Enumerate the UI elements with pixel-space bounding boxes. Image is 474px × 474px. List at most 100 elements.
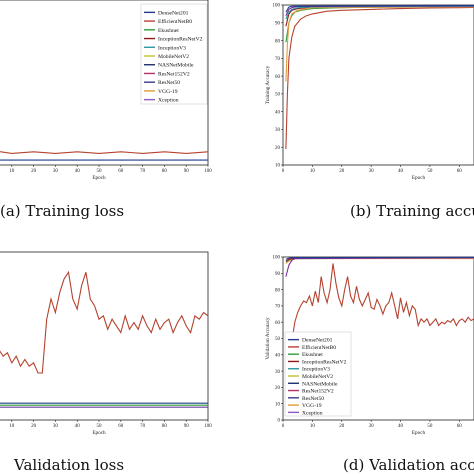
- chart-c: 10 20 30 40 50 60 70 80 90 100 Epoch: [0, 251, 212, 436]
- caption-c: Validation loss: [13, 456, 124, 474]
- series-line-ekushnet: [285, 6, 474, 43]
- x-tick-label: 0: [282, 424, 285, 429]
- x-axis-label: Epoch: [92, 175, 106, 181]
- x-tick-label: 40: [75, 169, 81, 174]
- x-tick-label: 90: [184, 169, 190, 174]
- y-tick-label: 80: [275, 39, 281, 44]
- x-tick-label: 80: [162, 169, 168, 174]
- y-tick-label: 60: [275, 75, 281, 80]
- y-tick-label: 10: [275, 402, 281, 407]
- x-tick-label: 20: [339, 424, 345, 429]
- legend-entry: ResNet50: [302, 396, 324, 402]
- y-tick-label: 40: [275, 110, 281, 115]
- x-tick-label: 50: [97, 169, 103, 174]
- y-tick-label: 50: [275, 337, 281, 342]
- y-tick-label: 50: [275, 93, 281, 98]
- legend-entry: Ekushnet: [158, 28, 179, 34]
- x-tick-label: 100: [204, 169, 212, 174]
- x-tick-label: 70: [140, 424, 146, 429]
- caption-d: (d) Validation acc: [343, 456, 474, 474]
- legend-entry: DenseNet201: [158, 10, 189, 16]
- x-tick-label: 30: [369, 169, 375, 174]
- legend-entry: InceptionV3: [158, 45, 186, 51]
- legend-box: [284, 331, 352, 417]
- x-tick-label: 50: [427, 169, 433, 174]
- legend-entry: VGG-19: [158, 89, 178, 95]
- series-line-inceptionresnetv2: [285, 6, 474, 27]
- legend-entry: InceptionV3: [302, 367, 330, 373]
- x-tick-label: 10: [9, 169, 15, 174]
- y-tick-label: 30: [275, 128, 281, 133]
- legend-entry: Xception: [158, 98, 179, 104]
- chart-d: 0 10 20 30 40 50 60 0 10 20 30 40 50 60 70 80 90 100 Epoch…: [265, 256, 474, 436]
- x-tick-label: 30: [53, 424, 59, 429]
- y-tick-label: 100: [273, 4, 281, 9]
- legend-entry: Ekushnet: [302, 352, 323, 358]
- x-tick-label: 40: [398, 424, 404, 429]
- series-line-densenet201: [285, 4, 474, 13]
- legend-entry: EfficientNetB0: [158, 18, 192, 25]
- y-tick-label: 100: [273, 256, 281, 261]
- x-axis-label: Epoch: [412, 430, 426, 436]
- legend-entry: InceptionResNetV2: [302, 359, 347, 365]
- y-tick-label: 90: [275, 272, 281, 277]
- legend-entry: MobileNetV2: [302, 374, 333, 380]
- legend-entry: ResNet152V2: [302, 389, 334, 395]
- x-tick-label: 0: [282, 169, 285, 174]
- series-line-efficientnetb0: [285, 6, 474, 150]
- x-tick-label: 30: [53, 169, 59, 174]
- x-tick-label: 50: [427, 424, 433, 429]
- x-axis-label: Epoch: [92, 430, 106, 436]
- legend-entry: ResNet50: [158, 80, 180, 86]
- plot-frame: [0, 251, 209, 421]
- x-tick-label: 50: [97, 424, 103, 429]
- x-tick-label: 40: [75, 424, 81, 429]
- y-axis-label: Training Accuracy: [265, 65, 271, 104]
- y-tick-label: 70: [275, 305, 281, 310]
- legend-entry: EfficientNetB0: [302, 344, 336, 351]
- legend-entry: VGG-19: [302, 403, 322, 409]
- x-tick-label: 20: [339, 169, 345, 174]
- legend-entry: InceptionResNetV2: [158, 37, 203, 43]
- x-tick-label: 30: [369, 424, 375, 429]
- y-tick-label: 0: [278, 419, 281, 424]
- x-tick-label: 60: [457, 424, 463, 429]
- series-line-mobilenetv2: [285, 258, 474, 264]
- y-tick-label: 40: [275, 354, 281, 359]
- legend-entry: NASNetMobile: [158, 63, 194, 69]
- x-tick-label: 60: [118, 424, 124, 429]
- y-tick-label: 30: [275, 370, 281, 375]
- legend-entry: MobileNetV2: [158, 54, 189, 60]
- y-tick-label: 10: [275, 164, 281, 169]
- series-line-nasnetmobile: [285, 257, 474, 277]
- y-tick-label: 20: [275, 386, 281, 391]
- chart-a: 10 20 30 40 50 60 70 80 90 100 Epoch: [0, 0, 212, 181]
- caption-a: (a) Training loss: [0, 202, 124, 220]
- y-tick-label: 70: [275, 57, 281, 62]
- y-tick-label: 90: [275, 21, 281, 26]
- series-line-efficientnetb0: [0, 270, 209, 374]
- x-tick-label: 90: [184, 424, 190, 429]
- y-axis-label: Validation Accuracy: [265, 317, 271, 360]
- series-line-efficientnetb0: [285, 263, 474, 404]
- legend-entry: NASNetMobile: [302, 381, 338, 387]
- x-tick-label: 80: [162, 424, 168, 429]
- chart-b: 0 10 20 30 40 50 60102030405060708090100EpochT…: [265, 4, 474, 181]
- caption-b: (b) Training accu: [350, 202, 474, 220]
- x-tick-label: 10: [9, 424, 15, 429]
- x-tick-label: 70: [140, 169, 146, 174]
- x-tick-label: 20: [31, 424, 37, 429]
- legend-entry: DenseNet201: [302, 338, 333, 344]
- x-tick-label: 40: [398, 169, 404, 174]
- legend-entry: Xception: [302, 410, 323, 416]
- x-tick-label: 10: [310, 169, 316, 174]
- y-tick-label: 60: [275, 321, 281, 326]
- series-line-mobilenetv2: [285, 6, 474, 82]
- plot-frame: [282, 4, 474, 166]
- y-tick-label: 20: [275, 146, 281, 151]
- x-axis-label: Epoch: [412, 175, 426, 181]
- x-tick-label: 10: [310, 424, 316, 429]
- series-line-efficientnetb0: [0, 151, 209, 154]
- legend-chart-a: DenseNet201 EfficientNetB0 Ekushnet Incepti…: [140, 3, 208, 105]
- series-line-densenet201: [285, 256, 474, 260]
